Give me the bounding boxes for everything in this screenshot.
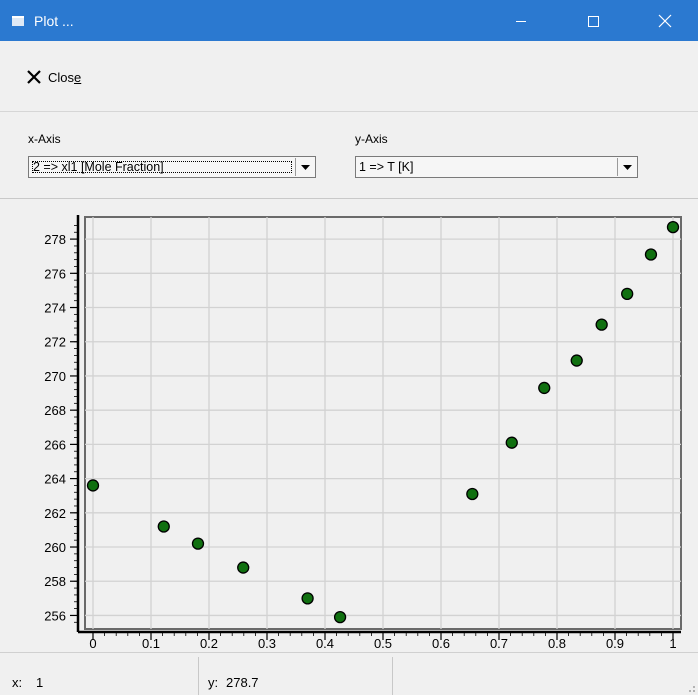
status-separator xyxy=(198,657,199,695)
y-tick-label: 270 xyxy=(44,369,66,384)
x-tick-label: 0.8 xyxy=(548,636,566,651)
axis-selectors: x-Axis 2 => xl1 [Mole Fraction] y-Axis 1… xyxy=(0,112,698,198)
y-tick-label: 256 xyxy=(44,608,66,623)
plot-area[interactable]: 256 258 260 262 264 266 268 270 272 274 276 278 0 0.1… xyxy=(0,198,698,653)
data-point xyxy=(238,562,249,573)
x-tick-label: 0.6 xyxy=(432,636,450,651)
y-tick-label: 262 xyxy=(44,506,66,521)
x-tick-label: 0.1 xyxy=(142,636,160,651)
x-tick-label: 0 xyxy=(89,636,96,651)
status-x-label: x: xyxy=(12,675,22,690)
y-tick-label: 258 xyxy=(44,574,66,589)
resize-grip-icon[interactable] xyxy=(684,681,696,693)
x-tick-label: 0.3 xyxy=(258,636,276,651)
y-tick-label: 278 xyxy=(44,232,66,247)
status-separator xyxy=(392,657,393,695)
x-tick-label: 0.7 xyxy=(490,636,508,651)
data-point xyxy=(622,288,633,299)
window-app-icon xyxy=(12,16,24,26)
x-axis-selected-value: 2 => xl1 [Mole Fraction] xyxy=(31,160,293,174)
y-tick-label: 264 xyxy=(44,472,66,487)
y-tick-label: 276 xyxy=(44,266,66,281)
data-point xyxy=(506,437,517,448)
x-tick-label: 1 xyxy=(669,636,676,651)
maximize-icon xyxy=(587,15,599,27)
x-tick-label: 0.9 xyxy=(606,636,624,651)
data-point xyxy=(302,593,313,604)
y-axis-selected-value: 1 => T [K] xyxy=(356,160,617,174)
data-point xyxy=(467,488,478,499)
x-axis-label: x-Axis xyxy=(28,132,61,146)
window-title: Plot ... xyxy=(34,13,74,29)
data-point xyxy=(192,538,203,549)
plot-grid xyxy=(85,217,681,629)
data-point xyxy=(335,612,346,623)
status-x-value: 1 xyxy=(36,675,43,690)
data-point xyxy=(596,319,607,330)
y-tick-label: 266 xyxy=(44,437,66,452)
close-icon xyxy=(658,14,672,28)
chevron-down-icon[interactable] xyxy=(295,158,314,176)
y-tick-label: 274 xyxy=(44,301,66,316)
y-tick-label: 268 xyxy=(44,403,66,418)
data-point xyxy=(571,355,582,366)
y-axis-label: y-Axis xyxy=(355,132,388,146)
minimize-icon xyxy=(515,15,527,27)
y-tick-label: 272 xyxy=(44,335,66,350)
data-point xyxy=(158,521,169,532)
data-point xyxy=(539,382,550,393)
data-point xyxy=(645,249,656,260)
status-y-label: y: xyxy=(208,675,218,690)
title-bar: Plot ... xyxy=(0,0,698,41)
y-axis-dropdown[interactable]: 1 => T [K] xyxy=(355,156,638,178)
x-tick-label: 0.4 xyxy=(316,636,334,651)
close-label-accelerator: e xyxy=(74,70,81,85)
close-button-label: Close xyxy=(48,70,81,85)
x-icon xyxy=(26,69,42,85)
x-tick-label: 0.5 xyxy=(374,636,392,651)
maximize-button[interactable] xyxy=(570,0,616,41)
window-close-button[interactable] xyxy=(642,0,688,41)
minimize-button[interactable] xyxy=(498,0,544,41)
status-y-value: 278.7 xyxy=(226,675,259,690)
scatter-plot[interactable]: 256 258 260 262 264 266 268 270 272 274 276 278 0 0.1… xyxy=(0,199,698,653)
x-axis-dropdown[interactable]: 2 => xl1 [Mole Fraction] xyxy=(28,156,316,178)
close-label-text: Clos xyxy=(48,70,74,85)
status-bar: x: 1 y: 278.7 xyxy=(0,652,698,695)
chevron-down-icon[interactable] xyxy=(617,158,636,176)
y-tick-label: 260 xyxy=(44,540,66,555)
data-point xyxy=(668,222,679,233)
toolbar: Close xyxy=(0,41,698,112)
data-point xyxy=(88,480,99,491)
close-button[interactable]: Close xyxy=(26,65,81,89)
x-tick-label: 0.2 xyxy=(200,636,218,651)
